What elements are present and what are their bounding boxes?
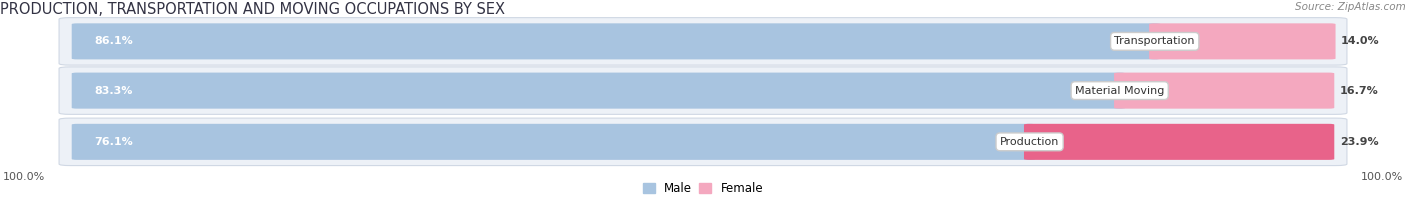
FancyBboxPatch shape <box>72 124 1035 160</box>
Text: 14.0%: 14.0% <box>1341 36 1379 46</box>
FancyBboxPatch shape <box>59 67 1347 114</box>
Text: Material Moving: Material Moving <box>1076 86 1164 96</box>
FancyBboxPatch shape <box>1149 23 1336 59</box>
Text: 16.7%: 16.7% <box>1340 86 1379 96</box>
Text: PRODUCTION, TRANSPORTATION AND MOVING OCCUPATIONS BY SEX: PRODUCTION, TRANSPORTATION AND MOVING OC… <box>0 2 505 17</box>
Text: Transportation: Transportation <box>1115 36 1195 46</box>
Text: 76.1%: 76.1% <box>94 137 134 147</box>
Text: 23.9%: 23.9% <box>1340 137 1378 147</box>
FancyBboxPatch shape <box>72 73 1125 109</box>
FancyBboxPatch shape <box>59 118 1347 165</box>
Text: Production: Production <box>1000 137 1059 147</box>
FancyBboxPatch shape <box>59 18 1347 65</box>
Text: 86.1%: 86.1% <box>94 36 134 46</box>
FancyBboxPatch shape <box>72 23 1160 59</box>
FancyBboxPatch shape <box>1024 124 1334 160</box>
Text: 100.0%: 100.0% <box>3 172 45 182</box>
Legend: Male, Female: Male, Female <box>643 182 763 195</box>
FancyBboxPatch shape <box>1114 73 1334 109</box>
Text: Source: ZipAtlas.com: Source: ZipAtlas.com <box>1295 2 1406 12</box>
Text: 100.0%: 100.0% <box>1361 172 1403 182</box>
Text: 83.3%: 83.3% <box>94 86 132 96</box>
